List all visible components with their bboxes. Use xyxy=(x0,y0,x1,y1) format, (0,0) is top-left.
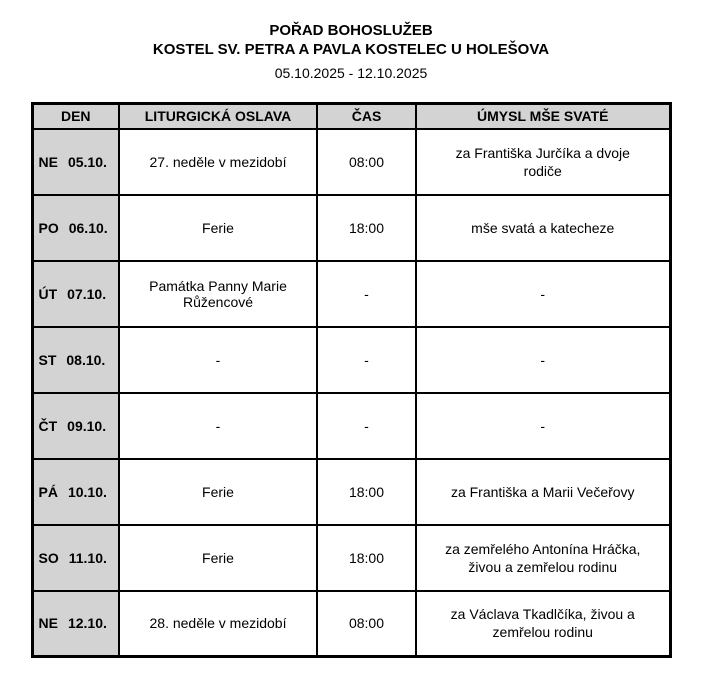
day-cell: ÚT 07.10. xyxy=(31,259,120,328)
header-cell-umysl-mse-svate: ÚMYSL MŠE SVATÉ xyxy=(415,102,671,130)
time-cell: - xyxy=(316,391,417,460)
header-row: DEN LITURGICKÁ OSLAVA ČAS ÚMYSL MŠE SVAT… xyxy=(31,102,671,130)
table-row: ST 08.10. - - - xyxy=(31,325,671,394)
celebration-cell: Památka Panny Marie Růžencové xyxy=(118,259,318,328)
day-cell: PÁ 10.10. xyxy=(31,457,120,526)
table-row: PO 06.10. Ferie 18:00 mše svatá a kateche… xyxy=(31,193,671,262)
table-row: PÁ 10.10. Ferie 18:00 za Františka a Mari… xyxy=(31,457,671,526)
day-cell: ST 08.10. xyxy=(31,325,120,394)
document-header: POŘAD BOHOSLUŽEB KOSTEL SV. PETRA A PAVL… xyxy=(0,21,702,83)
page-title: POŘAD BOHOSLUŽEB xyxy=(269,22,433,39)
table-header: DEN LITURGICKÁ OSLAVA ČAS ÚMYSL MŠE SVAT… xyxy=(31,102,671,130)
table-row: NE 05.10. 27. neděle v mezidobí 08:00 za … xyxy=(31,127,671,196)
day-abbreviation: ÚT xyxy=(38,285,58,302)
day-date: 07.10. xyxy=(67,285,107,302)
day-date: 08.10. xyxy=(66,351,106,368)
day-date: 12.10. xyxy=(67,615,107,632)
day-date: 11.10. xyxy=(68,549,107,566)
table-row: NE 12.10. 28. neděle v mezidobí 08:00 za … xyxy=(31,589,671,658)
table-row: ÚT 07.10. Památka Panny Marie Růžencové -… xyxy=(31,259,671,328)
schedule-table: DEN LITURGICKÁ OSLAVA ČAS ÚMYSL MŠE SVAT… xyxy=(30,102,672,658)
day-abbreviation: ST xyxy=(38,351,57,368)
day-cell: NE 12.10. xyxy=(31,589,120,658)
time-cell: - xyxy=(316,325,417,394)
table-row: ČT 09.10. - - - xyxy=(31,391,671,460)
table-body: NE 05.10. 27. neděle v mezidobí 08:00 za … xyxy=(31,127,671,658)
time-cell: 18:00 xyxy=(316,523,417,592)
time-cell: 08:00 xyxy=(316,127,417,196)
day-date: 05.10. xyxy=(67,153,107,170)
intention-cell: za Václava Tkadlčíka, živou a zemřelou r… xyxy=(415,589,671,658)
day-cell: SO 11.10. xyxy=(31,523,120,592)
table-row: SO 11.10. Ferie 18:00 za zemřelého Antoní… xyxy=(31,523,671,592)
day-cell: PO 06.10. xyxy=(31,193,120,262)
header-cell-liturgicka-oslava: LITURGICKÁ OSLAVA xyxy=(118,102,318,130)
day-abbreviation: PO xyxy=(38,219,59,236)
day-abbreviation: NE xyxy=(38,153,58,170)
time-cell: 18:00 xyxy=(316,193,417,262)
day-abbreviation: SO xyxy=(38,549,59,566)
intention-cell: - xyxy=(415,391,671,460)
intention-cell: za Františka Jurčíka a dvoje rodiče xyxy=(415,127,671,196)
date-range: 05.10.2025 - 12.10.2025 xyxy=(274,65,428,81)
day-abbreviation: PÁ xyxy=(38,483,58,500)
celebration-cell: 27. neděle v mezidobí xyxy=(118,127,318,196)
header-cell-den: DEN xyxy=(31,102,120,130)
header-cell-cas: ČAS xyxy=(316,102,417,130)
celebration-cell: Ferie xyxy=(118,193,318,262)
church-name: KOSTEL SV. PETRA A PAVLA KOSTELEC U HOLE… xyxy=(152,41,550,58)
intention-cell: - xyxy=(415,259,671,328)
day-date: 06.10. xyxy=(68,219,108,236)
celebration-cell: Ferie xyxy=(118,523,318,592)
time-cell: 08:00 xyxy=(316,589,417,658)
day-cell: ČT 09.10. xyxy=(31,391,120,460)
day-cell: NE 05.10. xyxy=(31,127,120,196)
intention-cell: za Františka a Marii Večeřovy xyxy=(415,457,671,526)
day-abbreviation: ČT xyxy=(38,417,58,434)
intention-cell: za zemřelého Antonína Hráčka, živou a ze… xyxy=(415,523,671,592)
day-date: 10.10. xyxy=(67,483,107,500)
celebration-cell: - xyxy=(118,325,318,394)
celebration-cell: 28. neděle v mezidobí xyxy=(118,589,318,658)
time-cell: - xyxy=(316,259,417,328)
day-abbreviation: NE xyxy=(38,615,58,632)
time-cell: 18:00 xyxy=(316,457,417,526)
intention-cell: - xyxy=(415,325,671,394)
intention-cell: mše svatá a katecheze xyxy=(415,193,671,262)
celebration-cell: - xyxy=(118,391,318,460)
day-date: 09.10. xyxy=(67,417,107,434)
celebration-cell: Ferie xyxy=(118,457,318,526)
